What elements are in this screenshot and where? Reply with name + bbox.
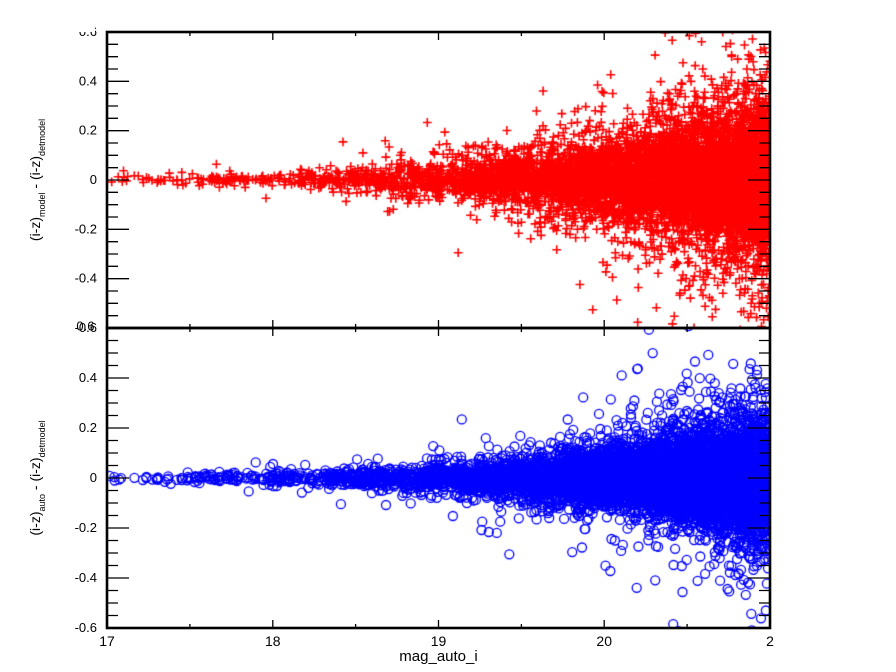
svg-text:18: 18 [265,633,281,649]
svg-text:(i-z)auto - (i-z)detmodel: (i-z)auto - (i-z)detmodel [27,420,47,535]
svg-text:19: 19 [431,633,447,649]
svg-text:0.4: 0.4 [79,73,97,88]
svg-text:0.4: 0.4 [79,370,97,385]
svg-text:-0.6: -0.6 [75,620,97,635]
svg-text:0.2: 0.2 [79,123,97,138]
svg-text:20: 20 [596,633,612,649]
svg-text:17: 17 [99,633,115,649]
svg-text:mag_auto_i: mag_auto_i [399,648,477,665]
svg-text:2: 2 [766,633,774,649]
svg-text:-0.4: -0.4 [75,570,97,585]
svg-text:-0.2: -0.2 [75,221,97,236]
svg-text:0.6: 0.6 [76,319,94,334]
svg-text:-0.4: -0.4 [75,271,97,286]
svg-text:(i-z)model - (i-z)detmodel: (i-z)model - (i-z)detmodel [27,119,47,241]
svg-text:-0.2: -0.2 [75,520,97,535]
svg-text:0.2: 0.2 [79,420,97,435]
svg-text:0: 0 [90,470,97,485]
svg-text:0: 0 [90,172,97,187]
